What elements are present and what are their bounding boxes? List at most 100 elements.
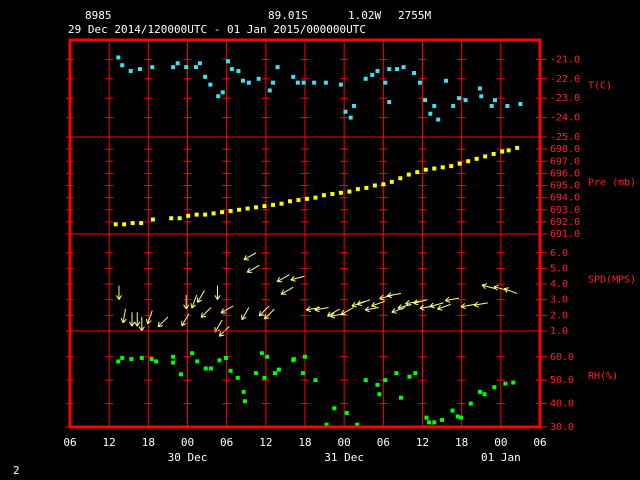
point [440, 165, 445, 170]
point [332, 406, 337, 411]
point [301, 371, 306, 376]
point [301, 80, 306, 85]
point [139, 355, 144, 360]
point [291, 74, 296, 79]
wind-arrow [190, 294, 198, 309]
date-label: 30 Dec [168, 451, 208, 464]
point [139, 221, 144, 226]
point [511, 380, 516, 385]
point [122, 222, 127, 227]
wind-arrow [120, 309, 127, 324]
plot-frame [68, 38, 542, 429]
point [372, 183, 377, 188]
point [474, 156, 479, 161]
wind-arrow [371, 300, 385, 308]
point [440, 417, 445, 422]
y-tick-label: -23.0 [550, 93, 580, 104]
x-tick-label: 00 [338, 436, 351, 449]
point [177, 216, 182, 221]
point [427, 420, 432, 425]
y-tick-label: -24.0 [550, 113, 580, 124]
point [216, 94, 221, 99]
point [363, 378, 368, 383]
point [394, 371, 399, 376]
point [186, 213, 191, 218]
point [193, 65, 198, 70]
y-tick-label: -25.0 [550, 132, 580, 143]
point [178, 372, 183, 377]
point [321, 193, 326, 198]
point [287, 199, 292, 204]
wind-arrow [386, 292, 402, 299]
point [450, 408, 455, 413]
point [291, 357, 296, 362]
point [355, 422, 360, 427]
point [449, 164, 454, 169]
point [370, 72, 375, 77]
point [235, 375, 240, 380]
wind-arrow [481, 283, 496, 290]
point [171, 65, 176, 70]
point [401, 65, 406, 70]
point [492, 98, 497, 103]
point [375, 69, 380, 74]
page-number: 2 [13, 464, 20, 477]
point [344, 410, 349, 415]
point [477, 389, 482, 394]
point [383, 378, 388, 383]
point [395, 67, 400, 72]
wind-arrow [405, 300, 420, 306]
y-tick-label: 1.0 [550, 326, 568, 337]
wind-arrow [444, 296, 460, 303]
y-tick-label: 694.0 [550, 193, 580, 204]
wind-arrow [276, 274, 290, 283]
station-id: 8985 [85, 9, 112, 22]
point [262, 204, 267, 209]
y-tick-label: 40.0 [550, 399, 574, 410]
point [220, 90, 225, 95]
point [211, 211, 216, 216]
y-axis-label: RH(%) [588, 371, 618, 382]
point [515, 145, 520, 150]
point [209, 366, 213, 371]
point [482, 392, 487, 397]
point [348, 115, 353, 120]
point [377, 392, 382, 397]
point [398, 176, 403, 181]
wind-arrow [413, 299, 428, 306]
point [237, 207, 242, 212]
point [256, 76, 261, 81]
point [241, 389, 246, 394]
point [387, 67, 392, 72]
x-tick-label: 12 [259, 436, 272, 449]
point [477, 86, 482, 91]
wind-arrow [220, 305, 234, 314]
x-tick-label: 00 [181, 436, 194, 449]
point [324, 422, 329, 427]
wind-arrow [246, 264, 260, 273]
y-tick-label: 697.0 [550, 156, 580, 167]
point [398, 395, 403, 400]
wind-arrow [340, 307, 354, 316]
y-axis-label: SPD(MPS) [588, 275, 636, 286]
y-tick-label: 692.0 [550, 217, 580, 228]
point [387, 100, 392, 105]
point [483, 154, 488, 159]
point [432, 166, 437, 171]
point [415, 170, 420, 175]
point [338, 190, 343, 195]
date-label: 01 Jan [481, 451, 521, 464]
point [424, 415, 429, 420]
point [451, 103, 456, 108]
wind-arrow [473, 301, 488, 308]
point [225, 59, 230, 64]
y-tick-label: 696.0 [550, 168, 580, 179]
y-tick-label: 6.0 [550, 248, 568, 259]
point [203, 366, 208, 371]
point [169, 216, 174, 221]
point [312, 80, 317, 85]
point [303, 354, 307, 359]
x-tick-label: 06 [220, 436, 233, 449]
point [175, 61, 180, 66]
point [203, 74, 208, 79]
